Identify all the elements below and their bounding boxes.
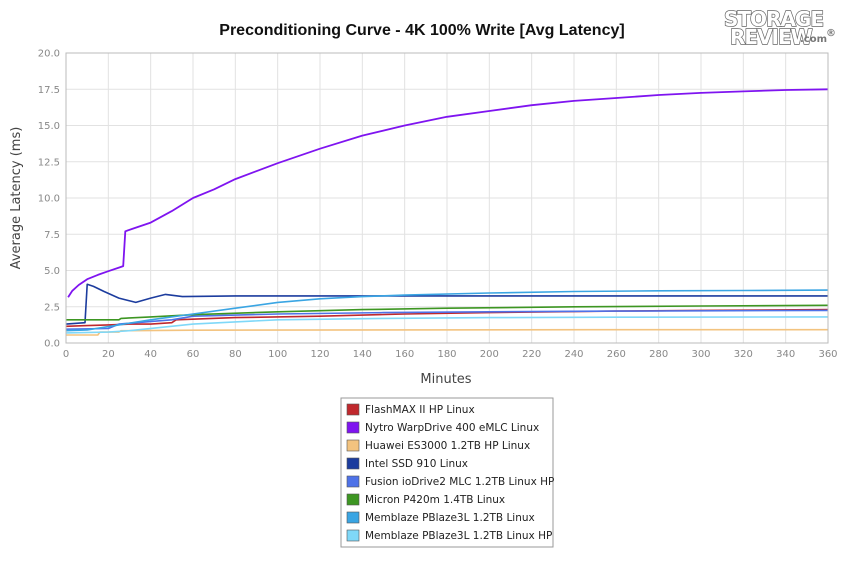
y-tick-label: 2.5 [44, 302, 60, 313]
x-tick-label: 200 [480, 349, 499, 360]
legend-label: Fusion ioDrive2 MLC 1.2TB Linux HP [365, 476, 554, 488]
legend-label: Memblaze PBlaze3L 1.2TB Linux HP [365, 530, 552, 542]
legend-label: FlashMAX II HP Linux [365, 404, 475, 416]
y-tick-label: 10.0 [38, 194, 60, 205]
legend-label: Memblaze PBlaze3L 1.2TB Linux [365, 512, 535, 524]
series-line-1 [67, 88, 829, 298]
legend-swatch [346, 475, 360, 488]
x-tick-label: 360 [818, 349, 837, 360]
storage-review-logo: STORAGE REVIEW .com ® [723, 6, 836, 49]
y-tick-label: 0.0 [44, 339, 60, 350]
plot-frame [65, 52, 829, 344]
logo-suffix: .com [800, 34, 827, 45]
series-lines [65, 88, 829, 336]
y-tick-label: 20.0 [38, 49, 60, 60]
y-axis-ticks: 0.0 2.5 5.0 7.5 10.0 12.5 15.0 17.5 20.0 [38, 49, 60, 350]
x-tick-label: 120 [310, 349, 329, 360]
x-tick-label: 220 [522, 349, 541, 360]
x-axis-label: Minutes [420, 372, 471, 387]
x-tick-label: 160 [395, 349, 414, 360]
legend-swatch [346, 457, 360, 470]
x-tick-label: 80 [229, 349, 242, 360]
x-tick-label: 300 [691, 349, 710, 360]
grid [65, 52, 829, 344]
legend: FlashMAX II HP Linux Nytro WarpDrive 400 … [340, 397, 554, 548]
y-tick-label: 5.0 [44, 266, 60, 277]
x-tick-label: 320 [734, 349, 753, 360]
y-tick-label: 7.5 [44, 230, 60, 241]
series-line-3 [65, 283, 828, 325]
x-tick-label: 260 [607, 349, 626, 360]
legend-label: Nytro WarpDrive 400 eMLC Linux [365, 422, 539, 434]
y-tick-label: 15.0 [38, 121, 60, 132]
y-tick-label: 17.5 [38, 85, 60, 96]
legend-swatch [346, 493, 360, 506]
legend-swatch [346, 421, 360, 434]
legend-swatch [346, 511, 360, 524]
x-tick-label: 60 [187, 349, 200, 360]
chart-title: Preconditioning Curve - 4K 100% Write [A… [219, 22, 624, 39]
logo-registered-mark: ® [826, 28, 836, 39]
y-axis-label: Average Latency (ms) [9, 127, 24, 270]
x-tick-label: 280 [649, 349, 668, 360]
x-axis-ticks: 0 20 40 60 80 100 120 140 160 180 200 220 240 260 280 3… [63, 349, 838, 360]
legend-swatch [346, 403, 360, 416]
series-line-6 [65, 289, 829, 332]
legend-swatch [346, 439, 360, 452]
x-tick-label: 100 [268, 349, 287, 360]
x-tick-label: 40 [144, 349, 157, 360]
legend-label: Micron P420m 1.4TB Linux [365, 494, 505, 506]
x-tick-label: 0 [63, 349, 69, 360]
y-tick-label: 12.5 [38, 157, 60, 168]
logo-line-2: REVIEW [730, 25, 813, 49]
x-tick-label: 240 [564, 349, 583, 360]
series-line-7 [65, 316, 829, 334]
logo-line-1: STORAGE [724, 7, 823, 31]
legend-box [340, 397, 554, 548]
x-tick-label: 20 [102, 349, 115, 360]
x-tick-label: 180 [437, 349, 456, 360]
legend-swatch [346, 529, 360, 542]
legend-label: Intel SSD 910 Linux [365, 458, 468, 470]
legend-label: Huawei ES3000 1.2TB HP Linux [365, 440, 530, 452]
x-tick-label: 340 [776, 349, 795, 360]
series-line-5 [66, 304, 829, 321]
x-tick-label: 140 [353, 349, 372, 360]
